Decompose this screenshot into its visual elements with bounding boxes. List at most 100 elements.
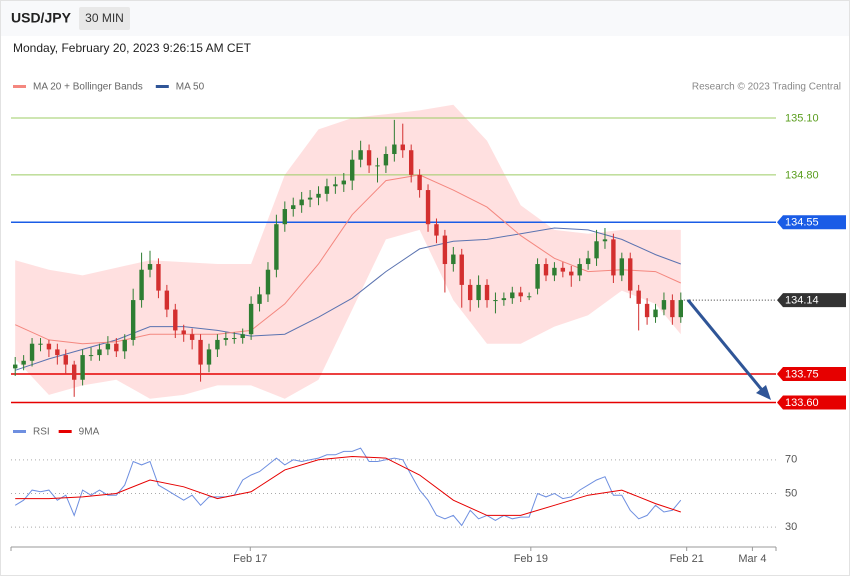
candle-body <box>173 309 178 331</box>
legend-label: 9MA <box>79 427 100 438</box>
candle-body <box>232 338 237 340</box>
candle-body <box>139 269 144 301</box>
candle-body <box>198 339 203 365</box>
candle-body <box>611 239 616 276</box>
forecast-arrow <box>686 299 771 400</box>
candle-body <box>375 165 380 167</box>
timeframe: 30 MIN <box>85 11 124 25</box>
candle-body <box>114 343 119 352</box>
candle-body <box>670 300 675 318</box>
candle-body <box>316 193 321 198</box>
candle-body <box>653 309 658 318</box>
legend-swatch <box>155 85 169 88</box>
candle-body <box>97 349 102 356</box>
candle-body <box>80 355 85 380</box>
candle-body <box>459 254 464 285</box>
candle-body <box>518 292 523 297</box>
candle-body <box>383 154 389 166</box>
candle-body <box>341 180 346 185</box>
level-label: 135.10 <box>785 112 819 124</box>
x-tick-label: Feb 17 <box>233 553 267 565</box>
subtitle: Monday, February 20, 2023 9:26:15 AM CET <box>13 41 252 55</box>
rsi-line <box>14 447 682 527</box>
candle-body <box>392 144 397 155</box>
candle-body <box>350 159 355 181</box>
candle-body <box>55 349 60 356</box>
x-tick-label: Feb 21 <box>670 553 704 565</box>
level-box <box>777 367 846 382</box>
candle-body <box>181 330 186 335</box>
candle-body <box>274 224 279 270</box>
candle-body <box>594 241 599 259</box>
candle-body <box>636 290 641 304</box>
credit: Research © 2023 Trading Central <box>692 82 841 93</box>
candle-body <box>282 209 288 225</box>
rsi-line <box>15 455 681 516</box>
candle-body <box>13 364 18 369</box>
candle-body <box>21 360 26 365</box>
candle-body <box>434 224 439 236</box>
candle-body <box>467 284 473 301</box>
candle-body <box>324 186 330 194</box>
candle-body <box>510 292 515 299</box>
candle-body <box>425 190 431 225</box>
candle-body <box>552 267 557 276</box>
candle-body <box>400 144 405 151</box>
legend-swatch <box>13 430 26 433</box>
candle-body <box>122 339 127 352</box>
candle-body <box>215 339 220 350</box>
candle-body <box>619 258 625 276</box>
candle-body <box>299 199 304 206</box>
candle-body <box>46 343 52 350</box>
candle-body <box>88 355 94 357</box>
candle-body <box>408 150 414 175</box>
candle-body <box>535 264 540 289</box>
rsi-tick-label: 50 <box>785 487 797 499</box>
candle-body <box>248 303 254 335</box>
candle-body <box>307 197 313 200</box>
level-box <box>777 293 846 308</box>
candle-body <box>38 343 43 345</box>
x-tick-label: Feb 19 <box>514 553 548 565</box>
legend-swatch <box>13 85 26 88</box>
candle-body <box>493 300 498 302</box>
level-label: 133.60 <box>785 397 819 409</box>
candle-body <box>366 150 372 166</box>
candle-body <box>29 343 35 361</box>
ma50-line <box>15 227 681 371</box>
timeframe-box <box>79 7 130 30</box>
level-label: 133.75 <box>785 368 819 380</box>
candle-body <box>585 258 591 265</box>
legend-label: RSI <box>33 427 50 438</box>
level-label: 134.55 <box>785 217 819 229</box>
candle-body <box>147 264 153 270</box>
candle-body <box>206 349 212 365</box>
candle-body <box>223 338 229 340</box>
legend-swatch <box>58 430 72 433</box>
candle-body <box>63 355 68 365</box>
candle-body <box>628 258 633 291</box>
header-bar <box>1 1 849 36</box>
level-box <box>777 215 846 230</box>
candle-body <box>417 174 422 191</box>
chart-title: USD/JPY <box>11 10 72 26</box>
candle-body <box>156 264 161 291</box>
candle-body <box>130 300 136 340</box>
x-tick-label: Mar 4 <box>738 553 766 565</box>
candle-body <box>71 364 77 380</box>
level-box <box>777 395 846 410</box>
arrow-head <box>756 385 771 400</box>
candle-body <box>333 184 338 187</box>
candle-body <box>484 284 490 301</box>
ma20-line <box>14 174 682 345</box>
candle-body <box>644 303 650 318</box>
candle-body <box>265 269 271 295</box>
candle-body <box>476 284 481 301</box>
candle-body <box>678 300 683 318</box>
candle-body <box>105 343 111 350</box>
candle-body <box>358 150 363 160</box>
candle-body <box>257 294 262 304</box>
candle-body <box>291 205 296 210</box>
